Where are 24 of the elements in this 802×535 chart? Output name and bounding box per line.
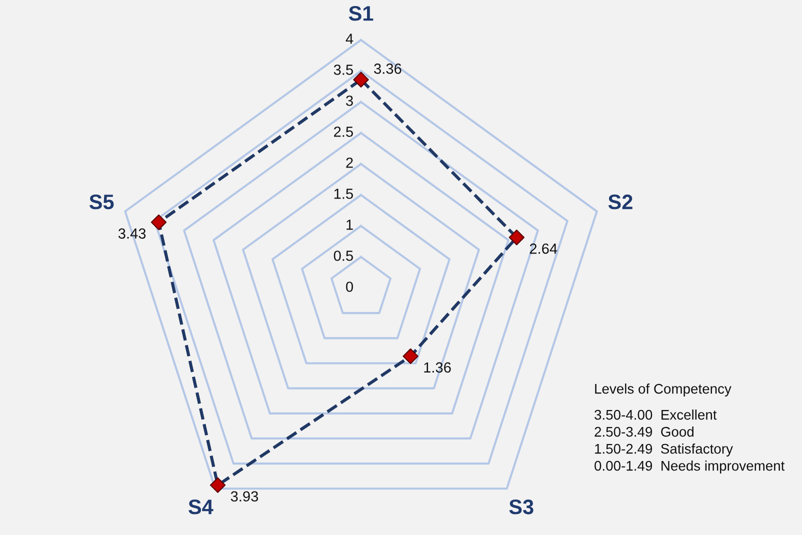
y-tick-label: 0.5	[334, 250, 353, 261]
y-tick-label: 0	[346, 282, 353, 292]
data-label: 3.93	[230, 491, 258, 502]
data-label: 3.43	[118, 228, 146, 239]
spoke-label: S5	[89, 194, 114, 210]
text: 1.50-2.49 Satisfactory	[595, 444, 733, 456]
y-tick-label: 4	[346, 34, 354, 44]
spoke-label: S2	[608, 194, 632, 210]
text: Levels of Competency	[595, 384, 732, 396]
y-tick-label: 2.5	[334, 126, 353, 137]
spoke-label: S4	[188, 500, 214, 514]
data-label: 2.64	[530, 244, 558, 254]
y-tick-label: 1.5	[334, 188, 353, 199]
text: 3.50-4.00 Excellent	[594, 410, 717, 420]
text: 2.50-3.49 Good	[594, 426, 694, 437]
y-tick-label: 3.5	[334, 64, 353, 75]
text: 0.00-1.49 Needs improvement	[594, 460, 785, 474]
data-label: 1.36	[424, 362, 451, 373]
y-tick-label: 1	[346, 220, 353, 230]
y-tick-label: 2	[346, 158, 353, 168]
spoke-label: S1	[348, 6, 374, 21]
spoke-label: S3	[509, 500, 534, 514]
data-label: 3.36	[374, 64, 402, 74]
y-tick-label: 3	[346, 96, 353, 106]
